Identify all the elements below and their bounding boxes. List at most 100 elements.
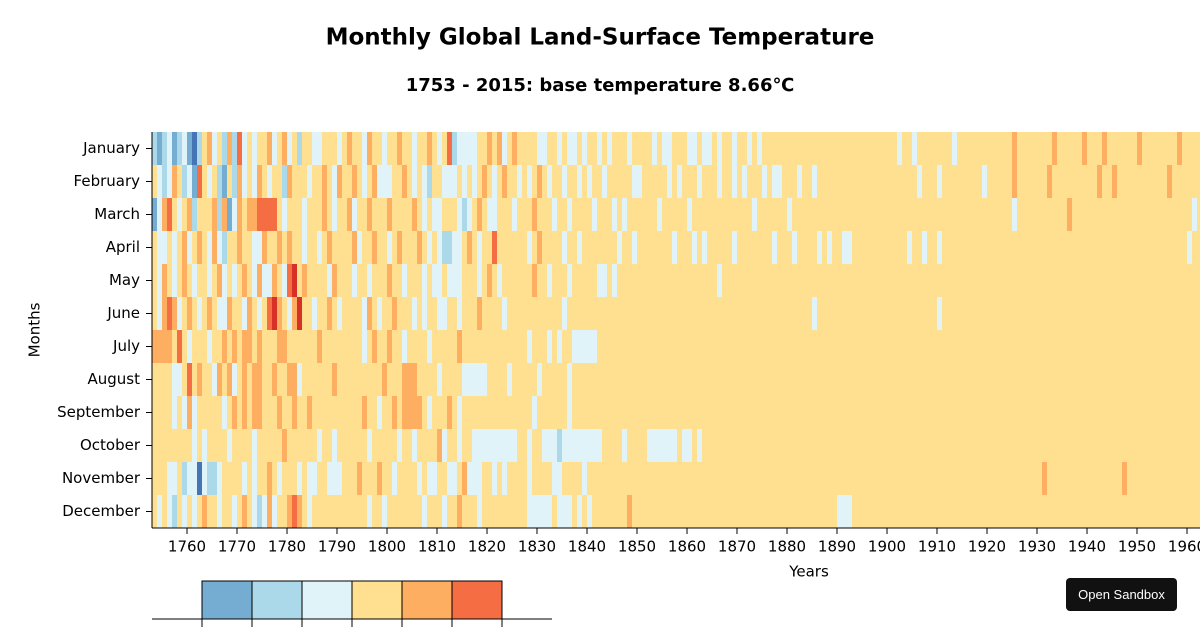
cell xyxy=(1137,462,1142,495)
cell xyxy=(827,198,832,231)
cell xyxy=(282,363,287,396)
cell xyxy=(262,198,267,231)
cell xyxy=(817,264,822,297)
cell xyxy=(1012,462,1017,495)
cell xyxy=(202,462,207,495)
cell xyxy=(532,330,537,363)
cell xyxy=(882,165,887,198)
cell xyxy=(1077,198,1082,231)
cell xyxy=(762,297,767,330)
cell xyxy=(607,495,612,528)
cell xyxy=(502,198,507,231)
cell xyxy=(737,231,742,264)
cell xyxy=(892,396,897,429)
cell xyxy=(507,363,512,396)
cell xyxy=(247,132,252,165)
cell xyxy=(922,396,927,429)
cell xyxy=(792,132,797,165)
cell xyxy=(942,330,947,363)
cell xyxy=(1182,462,1187,495)
cell xyxy=(332,363,337,396)
cell xyxy=(352,297,357,330)
cell xyxy=(1102,231,1107,264)
cell xyxy=(217,165,222,198)
cell xyxy=(1082,462,1087,495)
cell xyxy=(587,429,592,462)
cell xyxy=(392,264,397,297)
cell xyxy=(817,297,822,330)
cell xyxy=(432,264,437,297)
cell xyxy=(1067,198,1072,231)
cell xyxy=(1197,198,1200,231)
cell xyxy=(887,396,892,429)
cell xyxy=(752,165,757,198)
cell xyxy=(1042,495,1047,528)
cell xyxy=(252,198,257,231)
cell xyxy=(1072,462,1077,495)
cell xyxy=(857,462,862,495)
cell xyxy=(437,330,442,363)
cell xyxy=(687,462,692,495)
cell xyxy=(337,462,342,495)
cell xyxy=(162,462,167,495)
cell xyxy=(917,132,922,165)
cell xyxy=(922,462,927,495)
cell xyxy=(1062,429,1067,462)
cell xyxy=(717,297,722,330)
cell xyxy=(812,198,817,231)
cell xyxy=(937,198,942,231)
cell xyxy=(437,165,442,198)
open-sandbox-button[interactable]: Open Sandbox xyxy=(1066,578,1177,611)
cell xyxy=(692,264,697,297)
cell xyxy=(1062,264,1067,297)
cell xyxy=(477,330,482,363)
cell xyxy=(247,396,252,429)
cell xyxy=(862,330,867,363)
cell xyxy=(627,495,632,528)
cell xyxy=(817,231,822,264)
cell xyxy=(897,231,902,264)
cell xyxy=(477,264,482,297)
cell xyxy=(707,264,712,297)
cell xyxy=(1042,297,1047,330)
cell xyxy=(702,165,707,198)
cell xyxy=(892,495,897,528)
cell xyxy=(267,264,272,297)
cell xyxy=(602,429,607,462)
cell xyxy=(487,231,492,264)
cell xyxy=(287,495,292,528)
cell xyxy=(757,231,762,264)
cell xyxy=(332,264,337,297)
cell xyxy=(332,462,337,495)
cell xyxy=(157,429,162,462)
cell xyxy=(687,330,692,363)
cell xyxy=(537,264,542,297)
cell xyxy=(1072,297,1077,330)
cell xyxy=(317,132,322,165)
cell xyxy=(232,330,237,363)
cell xyxy=(952,264,957,297)
cell xyxy=(397,297,402,330)
cell xyxy=(252,264,257,297)
cell xyxy=(597,429,602,462)
cell xyxy=(907,462,912,495)
cell xyxy=(392,132,397,165)
cell xyxy=(937,297,942,330)
cell xyxy=(1057,165,1062,198)
cell xyxy=(832,330,837,363)
cell xyxy=(1137,198,1142,231)
cell xyxy=(1117,264,1122,297)
cell xyxy=(637,363,642,396)
cell xyxy=(1067,429,1072,462)
cell xyxy=(382,231,387,264)
cell xyxy=(207,462,212,495)
cell xyxy=(742,132,747,165)
cell xyxy=(1077,165,1082,198)
cell xyxy=(517,495,522,528)
cell xyxy=(572,231,577,264)
cell xyxy=(382,363,387,396)
cell xyxy=(602,396,607,429)
cell xyxy=(232,132,237,165)
cell xyxy=(297,330,302,363)
cell xyxy=(772,132,777,165)
